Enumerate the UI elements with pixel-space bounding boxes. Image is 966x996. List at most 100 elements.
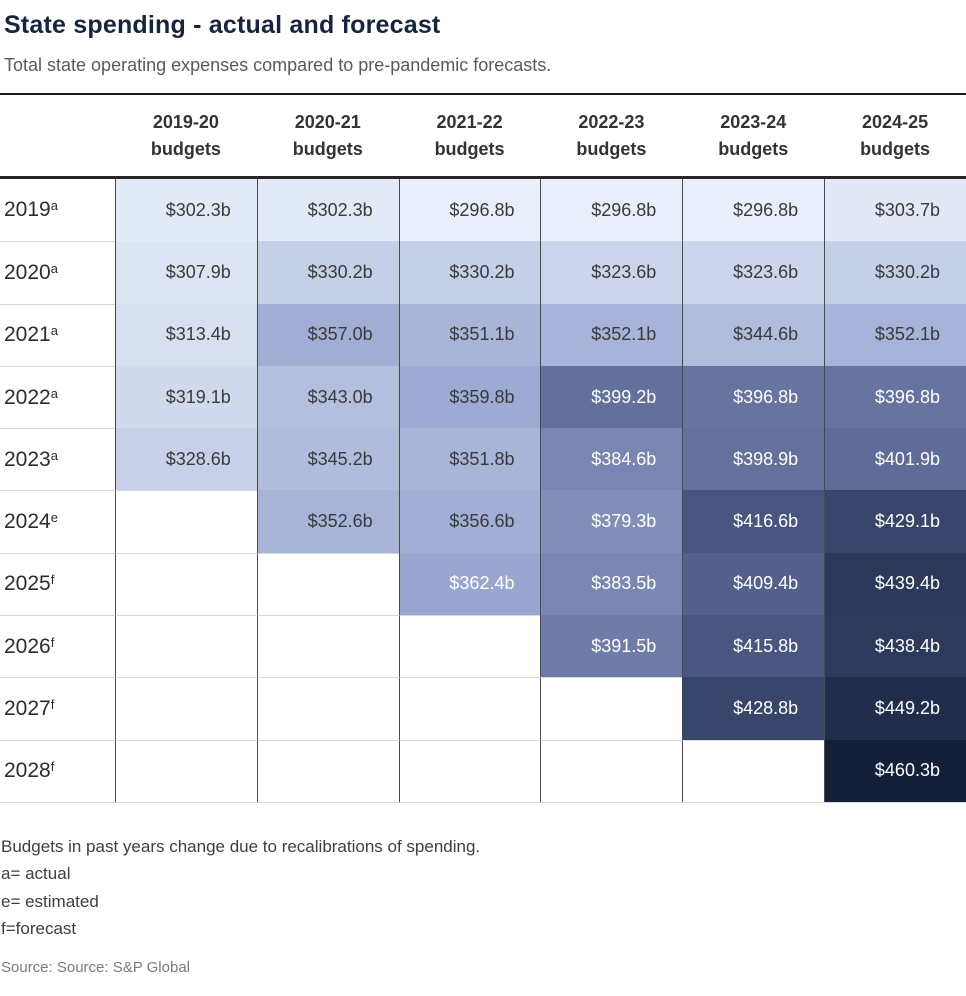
column-header-word: budgets [292, 138, 363, 159]
column-header-2019-20: 2019-20 budgets [115, 95, 257, 179]
heatmap-cell: $415.8b [682, 615, 825, 678]
row-year: 2021 [4, 323, 51, 347]
heatmap-cell [398, 677, 541, 740]
heatmap-cell: $328.6b [115, 428, 257, 491]
heatmap-cell: $409.4b [682, 552, 825, 616]
column-header-word: budgets [718, 138, 789, 159]
footnote-estimated: e= estimated [1, 891, 99, 911]
header-corner-spacer [0, 95, 115, 179]
footnote-forecast: f=forecast [1, 919, 77, 939]
row-year: 2027 [4, 697, 51, 721]
heatmap-cell: $399.2b [540, 365, 683, 429]
row-year: 2028 [4, 759, 51, 783]
source-line: Source: Source: S&P Global [1, 958, 190, 976]
heatmap-cell: $296.8b [682, 179, 825, 242]
column-header-year: 2024-25 [862, 111, 929, 132]
row-label-2027: 2027 f [0, 677, 115, 740]
row-year: 2025 [4, 572, 51, 596]
heatmap-cell: $296.8b [398, 179, 541, 242]
heatmap-cell [115, 552, 257, 616]
heatmap-cell: $391.5b [540, 615, 683, 678]
row-year: 2019 [4, 198, 51, 222]
heatmap-cell: $296.8b [540, 179, 683, 242]
footnote-recalibration: Budgets in past years change due to reca… [1, 836, 481, 856]
heatmap-cell: $383.5b [540, 552, 683, 616]
heatmap-cell [115, 490, 257, 553]
heatmap-cell [398, 739, 541, 802]
heatmap-cell [256, 677, 399, 740]
heatmap-cell [115, 615, 257, 678]
heatmap-cell: $396.8b [824, 365, 966, 429]
row-year: 2026 [4, 634, 51, 658]
heatmap-cell: $302.3b [256, 179, 399, 242]
column-header-2020-21: 2020-21 budgets [256, 95, 399, 179]
heatmap-cell: $330.2b [398, 241, 541, 304]
heatmap-cell: $345.2b [256, 428, 399, 491]
heatmap-cell: $330.2b [824, 241, 966, 304]
heatmap-cell: $319.1b [115, 365, 257, 429]
heatmap-cell: $330.2b [256, 241, 399, 304]
footnote-actual: a= actual [1, 864, 71, 884]
heatmap-cell: $343.0b [256, 365, 399, 429]
heatmap-cell: $351.1b [398, 303, 541, 366]
row-label-2026: 2026 f [0, 615, 115, 678]
column-header-year: 2021-22 [436, 111, 503, 132]
heatmap-cell: $416.6b [682, 490, 825, 553]
heatmap-cell: $362.4b [398, 552, 541, 616]
heatmap-cell: $313.4b [115, 303, 257, 366]
heatmap-cell [115, 677, 257, 740]
heatmap-cell: $344.6b [682, 303, 825, 366]
column-header-year: 2022-23 [578, 111, 645, 132]
heatmap-cell: $460.3b [824, 739, 966, 802]
row-label-2023: 2023 a [0, 428, 115, 491]
chart-subtitle: Total state operating expenses compared … [4, 55, 552, 75]
row-label-2024: 2024 e [0, 490, 115, 553]
heatmap-cell [115, 739, 257, 802]
footnotes: Budgets in past years change due to reca… [1, 833, 966, 943]
heatmap-cell: $449.2b [824, 677, 966, 740]
heatmap-cell: $359.8b [398, 365, 541, 429]
row-year: 2023 [4, 447, 51, 471]
heatmap-cell: $323.6b [682, 241, 825, 304]
column-header-word: budgets [150, 138, 221, 159]
heatmap-cell: $439.4b [824, 552, 966, 616]
row-year: 2022 [4, 385, 51, 409]
column-header-word: budgets [434, 138, 505, 159]
column-header-word: budgets [860, 138, 931, 159]
heatmap-cell: $351.8b [398, 428, 541, 491]
heatmap-cell [682, 739, 825, 802]
row-label-2020: 2020 a [0, 241, 115, 304]
row-year: 2020 [4, 260, 51, 284]
row-label-2021: 2021 a [0, 303, 115, 366]
heatmap-cell: $307.9b [115, 241, 257, 304]
heatmap-cell: $352.1b [824, 303, 966, 366]
heatmap-cell [256, 739, 399, 802]
column-header-2022-23: 2022-23 budgets [540, 95, 683, 179]
row-label-2019: 2019 a [0, 179, 115, 242]
heatmap-cell: $401.9b [824, 428, 966, 491]
heatmap-cell: $302.3b [115, 179, 257, 242]
column-header-2024-25: 2024-25 budgets [824, 95, 966, 179]
heatmap-cell: $356.6b [398, 490, 541, 553]
heatmap-cell: $323.6b [540, 241, 683, 304]
heatmap-cell: $428.8b [682, 677, 825, 740]
heatmap-cell [540, 739, 683, 802]
column-header-year: 2020-21 [294, 111, 361, 132]
column-header-2021-22: 2021-22 budgets [398, 95, 541, 179]
heatmap-cell: $396.8b [682, 365, 825, 429]
row-year: 2024 [4, 510, 51, 534]
row-label-2028: 2028 f [0, 739, 115, 802]
heatmap-cell: $438.4b [824, 615, 966, 678]
heatmap-cell: $303.7b [824, 179, 966, 242]
heatmap-cell [256, 552, 399, 616]
heatmap-cell: $379.3b [540, 490, 683, 553]
heatmap-cell: $357.0b [256, 303, 399, 366]
heatmap-cell [398, 615, 541, 678]
column-header-2023-24: 2023-24 budgets [682, 95, 825, 179]
row-label-2025: 2025 f [0, 552, 115, 616]
row-label-2022: 2022 a [0, 365, 115, 429]
column-header-word: budgets [576, 138, 647, 159]
heatmap-table: 2019-20 budgets 2020-21 budgets 2021-22 budge… [0, 93, 966, 803]
heatmap-cell [540, 677, 683, 740]
